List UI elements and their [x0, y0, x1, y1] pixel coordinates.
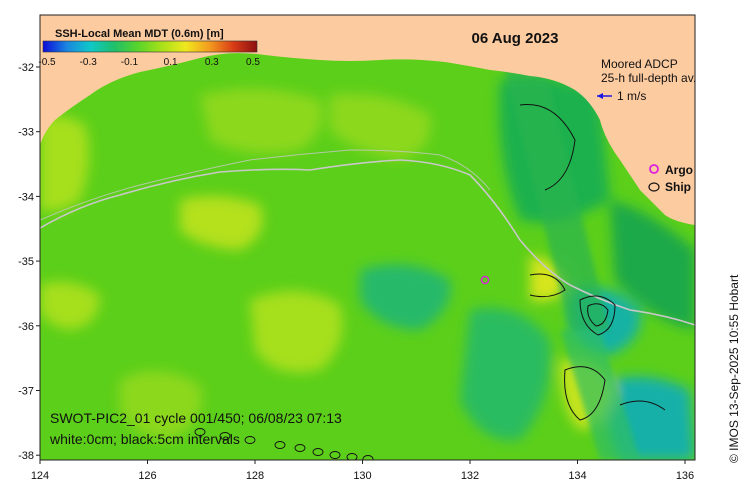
arrow-scale-label: 1 m/s	[617, 89, 646, 103]
swot-swath	[505, 70, 640, 460]
y-tick-label: -35	[18, 256, 34, 268]
y-tick-label: -38	[18, 450, 34, 462]
plot-border	[39, 14, 696, 461]
colorbar-title: SSH-Local Mean MDT (0.6m) [m]	[55, 28, 224, 40]
y-tick-label: -32	[18, 62, 34, 74]
adcp-current-arrow	[597, 93, 612, 99]
colorbar-tick-label: -0.5	[38, 57, 56, 68]
colorbar-ticks: -0.5 -0.3 -0.1 0.1 0.3 0.5	[38, 57, 260, 68]
swot-annotation: SWOT-PIC2_01 cycle 001/450; 06/08/23 07:…	[50, 410, 342, 426]
argo-legend-label: Argo	[665, 163, 693, 177]
contour-annotation: white:0cm; black:5cm intervals	[49, 431, 240, 447]
x-axis-ticks: 124 126 128 130 132 134 136	[31, 460, 694, 482]
colorbar-bar	[42, 40, 258, 53]
plot-area: 06 Aug 2023 Moored ADCP 25-h full-depth …	[40, 15, 696, 460]
y-axis-ticks: -32 -33 -34 -35 -36 -37 -38	[18, 62, 40, 462]
argo-float-marker	[480, 275, 490, 285]
x-tick-label: 130	[353, 470, 371, 482]
y-tick-label: -37	[18, 386, 34, 398]
x-tick-label: 136	[676, 470, 694, 482]
x-tick-label: 134	[568, 470, 586, 482]
ship-track	[194, 428, 374, 460]
ship-legend-icon	[648, 182, 660, 192]
adcp-legend-title: Moored ADCP	[601, 57, 678, 71]
colorbar-tick-label: -0.3	[80, 57, 98, 68]
ship-legend-label: Ship	[665, 180, 691, 194]
isobath-contour-2	[40, 149, 491, 221]
colorbar-tick-label: 0.5	[246, 57, 260, 68]
colorbar-tick-label: -0.1	[121, 57, 139, 68]
map-date: 06 Aug 2023	[472, 30, 559, 47]
adcp-legend-subtitle: 25-h full-depth av.	[601, 71, 696, 85]
colorbar-tick-label: 0.3	[205, 57, 219, 68]
imos-credit: © IMOS 13-Sep-2025 10:55 Hobart	[727, 274, 741, 463]
y-tick-label: -33	[18, 127, 34, 139]
x-tick-label: 124	[31, 470, 49, 482]
x-tick-label: 132	[461, 470, 479, 482]
y-tick-label: -36	[18, 321, 34, 333]
colorbar: SSH-Local Mean MDT (0.6m) [m] -0.5 -0.3 -0…	[38, 28, 260, 68]
y-tick-label: -34	[18, 191, 34, 203]
x-tick-label: 128	[246, 470, 264, 482]
argo-legend-icon	[649, 164, 659, 174]
land-australia	[40, 15, 695, 225]
x-tick-label: 126	[138, 470, 156, 482]
colorbar-tick-label: 0.1	[164, 57, 178, 68]
ssh-contours	[519, 103, 666, 421]
